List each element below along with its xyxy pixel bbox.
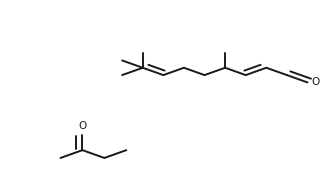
Text: O: O <box>78 121 87 131</box>
Text: O: O <box>312 77 320 87</box>
